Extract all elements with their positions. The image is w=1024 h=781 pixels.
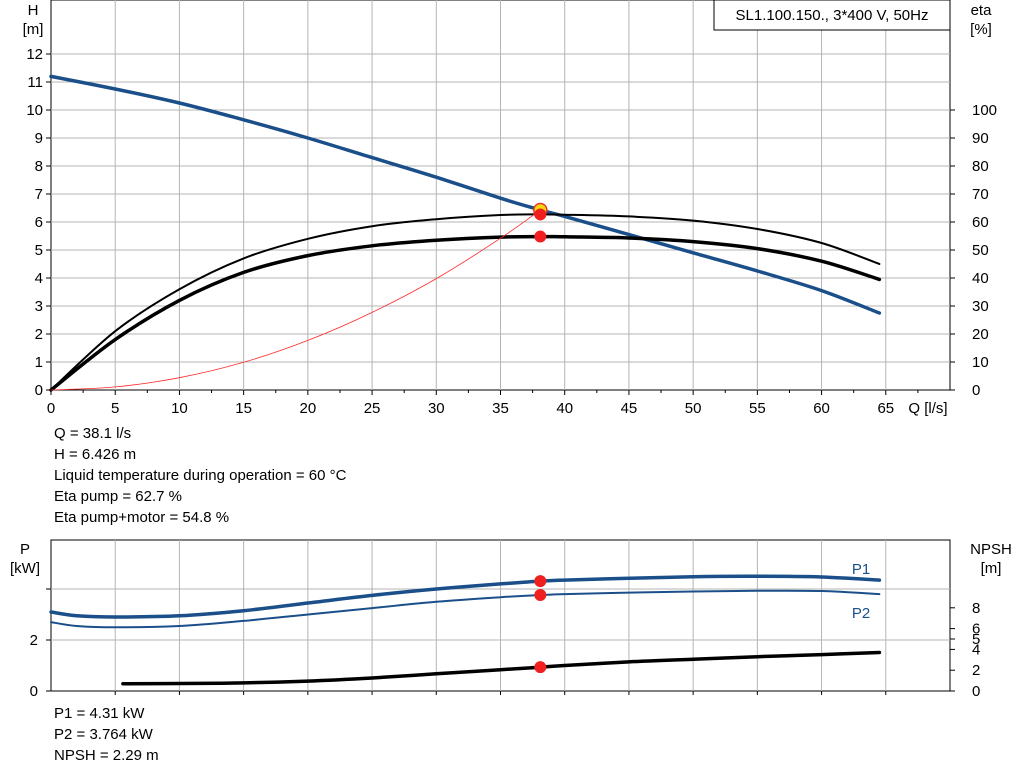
y-tick-label: 8	[35, 158, 43, 175]
result-npsh: NPSH = 2.29 m	[54, 747, 159, 764]
series-npsh-line	[121, 650, 882, 686]
x-tick-label: 30	[428, 400, 445, 417]
y2-axis-label-line-2: [%]	[970, 21, 992, 38]
result-eta-pump: Eta pump = 62.7 %	[54, 488, 182, 505]
operating-point-marker-2	[534, 208, 547, 221]
y2-tick-label: 80	[972, 158, 989, 175]
y2-tick-label: 30	[972, 298, 989, 315]
series-p2-line	[50, 589, 881, 629]
x-tick-label: 5	[111, 400, 119, 417]
y2-tick-label: 20	[972, 326, 989, 343]
operating-point-marker-3	[534, 230, 547, 243]
series-eta-pump-motor-line	[49, 234, 882, 392]
npsh-tick-label: 2	[972, 662, 980, 679]
x-tick-label: 10	[171, 400, 188, 417]
series-eta-pump-line	[50, 213, 881, 391]
power-npsh-panel: 0 2 0 2 456 8 P [kW] NPSH [m] P1 P2	[10, 539, 1012, 700]
chart-title-box	[713, 0, 951, 31]
y-tick-label: 4	[35, 270, 43, 287]
result-eta-pump-motor: Eta pump+motor = 54.8 %	[54, 509, 230, 526]
y-tick-label: 10	[26, 102, 43, 119]
x-tick-label: 20	[300, 400, 317, 417]
result-p1: P1 = 4.31 kW	[54, 705, 145, 722]
x-tick-label: 35	[492, 400, 509, 417]
y2-tick-label: 0	[972, 382, 980, 399]
power-npsh-results: P1 = 4.31 kW P2 = 3.764 kW NPSH = 2.29 m	[54, 703, 159, 766]
x-tick-label: 65	[877, 400, 894, 417]
y-tick-label: 9	[35, 130, 43, 147]
y-tick-label: 12	[26, 46, 43, 63]
operating-point-marker-2	[534, 589, 547, 602]
x-tick-label: 15	[235, 400, 252, 417]
power-axis-label-line-2: [kW]	[10, 560, 40, 577]
operating-point-marker-3	[534, 661, 547, 674]
npsh-axis-label-line-2: [m]	[981, 560, 1002, 577]
y-tick-label: 11	[27, 74, 43, 91]
result-flow: Q = 38.1 l/s	[54, 425, 132, 442]
chart-title: SL1.100.150., 3*400 V, 50Hz	[736, 7, 929, 24]
y-tick-label: 2	[35, 326, 43, 343]
y2-tick-label: 90	[972, 130, 989, 147]
y-tick-label: 1	[35, 354, 43, 371]
y2-tick-label: 70	[972, 186, 989, 203]
y2-tick-label: 10	[972, 354, 989, 371]
power-tick-label: 2	[30, 632, 38, 649]
x-tick-label: 45	[621, 400, 638, 417]
x-tick-label: 0	[47, 400, 55, 417]
power-tick-label: 0	[30, 683, 38, 700]
npsh-tick-label: 6	[972, 621, 980, 638]
series-system-line	[50, 209, 541, 391]
series-label-p2: P2	[852, 605, 870, 622]
y-tick-label: 7	[35, 186, 43, 203]
y2-tick-label: 60	[972, 214, 989, 231]
npsh-tick-label: 8	[972, 600, 980, 617]
head-efficiency-panel: 0 5 10 15 20 25 30 35 40 45 50 55 60 6501234567891011…	[23, 0, 997, 417]
x-tick-label: 40	[556, 400, 573, 417]
npsh-axis-label-line-1: NPSH	[970, 541, 1012, 558]
operating-point-results: Q = 38.1 l/s H = 6.426 m Liquid temperat…	[54, 423, 346, 528]
result-head: H = 6.426 m	[54, 446, 137, 463]
y-tick-label: 0	[35, 382, 43, 399]
series-head-line	[49, 74, 882, 315]
x-axis-label: Q [l/s]	[908, 400, 947, 417]
result-liquid-temperature: Liquid temperature during operation = 60…	[54, 467, 347, 484]
y-tick-label: 5	[35, 242, 43, 259]
y2-tick-label: 100	[972, 102, 997, 119]
result-p2: P2 = 3.764 kW	[54, 726, 153, 743]
x-tick-label: 55	[749, 400, 766, 417]
npsh-tick-label: 0	[972, 683, 980, 700]
x-tick-label: 50	[685, 400, 702, 417]
series-label-p1: P1	[852, 561, 870, 578]
series-p1-line	[49, 574, 882, 619]
y2-tick-label: 40	[972, 270, 989, 287]
operating-point-marker-1	[534, 575, 547, 588]
x-tick-label: 25	[364, 400, 381, 417]
y-axis-label-line-1: H	[28, 2, 39, 19]
y-tick-label: 6	[35, 214, 43, 231]
y-axis-label-line-2: [m]	[23, 21, 44, 38]
x-tick-label: 60	[813, 400, 830, 417]
npsh-tick-label: 5	[972, 631, 980, 648]
power-axis-label-line-1: P	[20, 541, 30, 558]
y2-tick-label: 50	[972, 242, 989, 259]
y-tick-label: 3	[35, 298, 43, 315]
npsh-tick-label: 4	[972, 641, 980, 658]
y2-axis-label-line-1: eta	[971, 2, 993, 19]
